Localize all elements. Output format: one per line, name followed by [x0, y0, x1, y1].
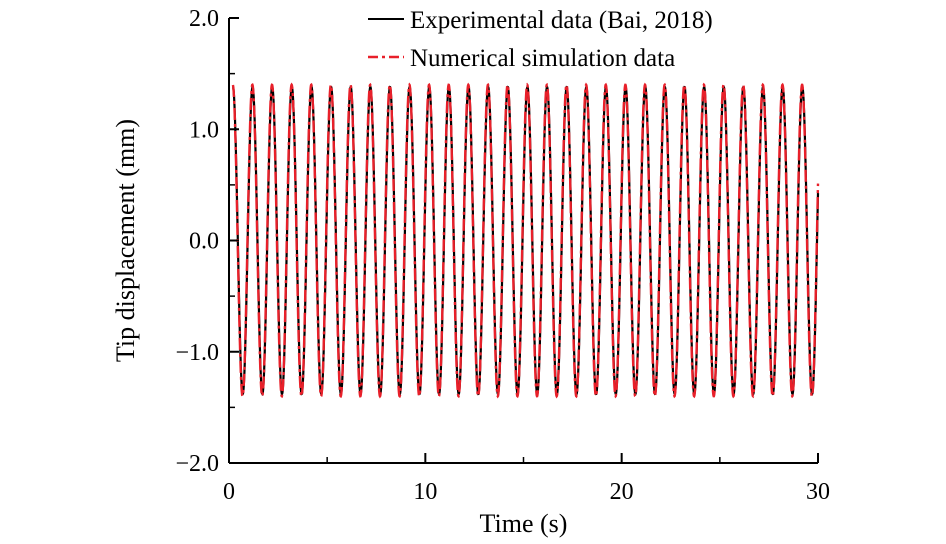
- legend-label-experimental: Experimental data (Bai, 2018): [410, 7, 713, 34]
- y-tick-label: −2.0: [175, 451, 219, 477]
- series-line-numerical: [231, 82, 820, 399]
- y-tick-label: −1.0: [175, 340, 219, 366]
- ticks: 2.0 1.0 0.0 −1.0 −2.00 10 20 30: [175, 6, 830, 505]
- y-tick-label: 2.0: [189, 6, 219, 32]
- legend-label-numerical: Numerical simulation data: [410, 45, 675, 72]
- x-axis-label: Time (s): [480, 509, 568, 538]
- x-tick-label: 30: [806, 479, 830, 505]
- legend: Experimental data (Bai, 2018) Numerical …: [368, 7, 713, 72]
- plot-series: [231, 82, 820, 399]
- x-tick-label: 20: [610, 479, 634, 505]
- y-tick-label: 1.0: [189, 117, 219, 143]
- x-tick-label: 0: [223, 479, 235, 505]
- x-tick-label: 10: [413, 479, 437, 505]
- y-tick-label: 0.0: [189, 229, 219, 255]
- y-axis-label: Tip displacement (mm): [111, 119, 140, 362]
